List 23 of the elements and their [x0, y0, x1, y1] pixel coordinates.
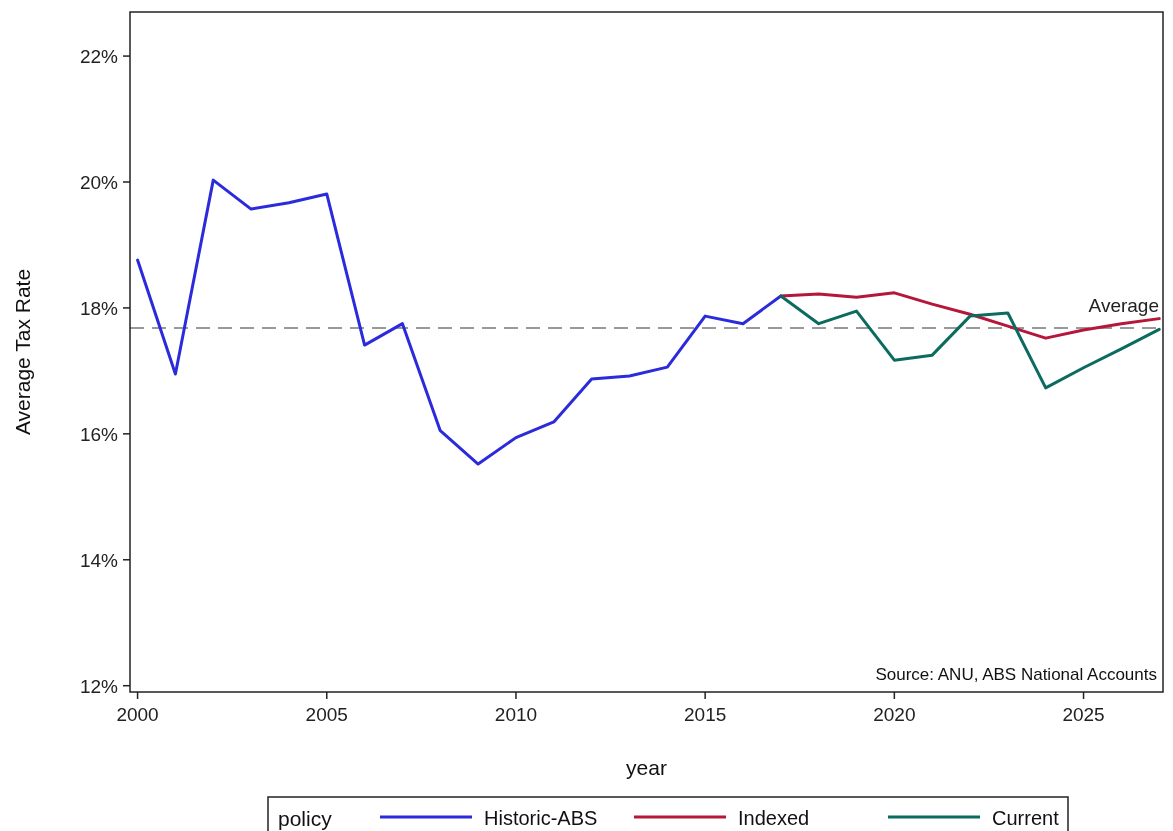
annotation: Source: ANU, ABS National Accounts [875, 665, 1157, 684]
line-series [136, 178, 783, 466]
legend-title: policy [278, 807, 333, 830]
x-tick-label: 2005 [305, 704, 348, 725]
x-axis-title: year [626, 756, 667, 779]
legend-label: Current [992, 807, 1060, 829]
x-tick-label: 2000 [116, 704, 159, 725]
ref-line-label: Average [1088, 295, 1159, 317]
y-tick-label: 20% [79, 172, 119, 193]
legend-label: Indexed [738, 807, 810, 829]
y-tick-label: 18% [79, 297, 119, 319]
line-series [779, 294, 1161, 390]
y-tick-label: 14% [79, 549, 119, 571]
legend-label: Historic-ABS [484, 807, 598, 829]
x-tick-label: 2010 [494, 704, 538, 725]
line-series [779, 291, 1161, 340]
y-tick-label: 16% [79, 423, 119, 445]
x-tick-label: 2025 [1062, 704, 1105, 725]
x-tick-label: 2020 [873, 704, 916, 725]
x-tick-label: 2015 [684, 704, 727, 725]
y-tick-label: 12% [79, 675, 119, 697]
y-tick-label: 22% [79, 46, 119, 68]
y-axis-title: Average Tax Rate [11, 268, 34, 436]
